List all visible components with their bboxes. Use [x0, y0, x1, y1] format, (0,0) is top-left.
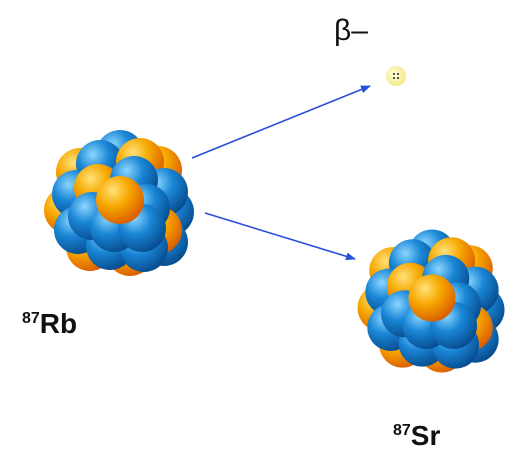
arrow-to-daughter: [205, 213, 355, 259]
parent-nucleus: [44, 130, 194, 276]
parent-symbol: Rb: [40, 308, 77, 339]
parent-label: 87Rb: [22, 308, 77, 339]
arrow-to-particle: [192, 86, 370, 158]
daughter-label: 87Sr: [393, 420, 440, 451]
decay-diagram: β– 87Rb 87Sr: [0, 0, 516, 457]
particle-label: β–: [334, 14, 368, 47]
page: β– 87Rb 87Sr (() => { const data = JSON.…: [0, 0, 516, 457]
daughter-mass: 87: [393, 422, 411, 439]
beta-particle: [386, 66, 406, 86]
nucleon: [408, 275, 455, 322]
nucleon: [96, 176, 144, 224]
daughter-symbol: Sr: [411, 420, 441, 451]
daughter-nucleus: [358, 229, 505, 372]
parent-mass: 87: [22, 310, 40, 327]
